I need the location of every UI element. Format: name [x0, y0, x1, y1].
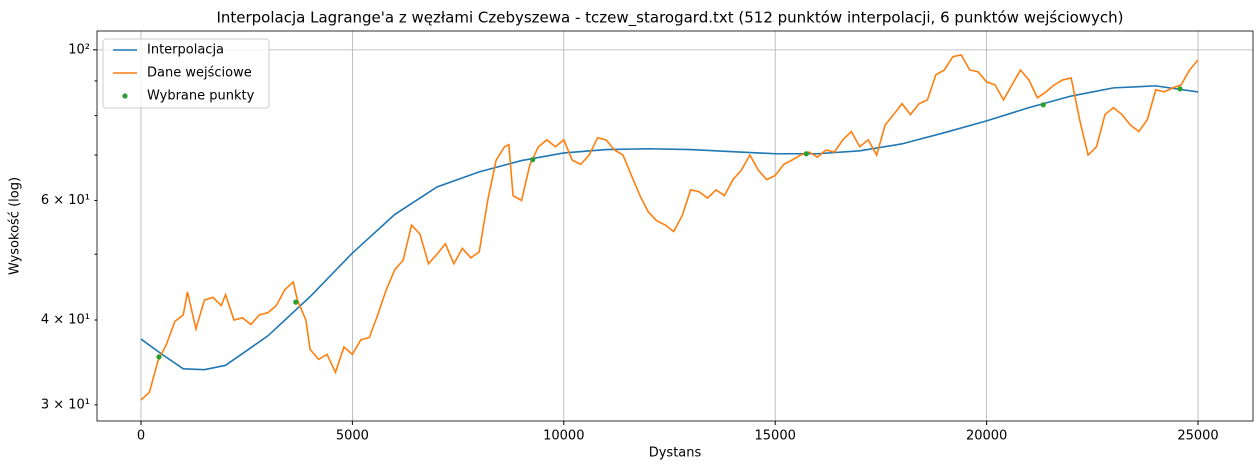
y-axis-label: Wysokość (log)	[8, 177, 23, 275]
x-tick-label: 5000	[336, 429, 369, 444]
point	[803, 151, 809, 157]
y-tick-label: 10²	[68, 42, 90, 57]
legend-box	[102, 38, 270, 109]
series-line	[140, 53, 1199, 401]
x-tick-label: 15000	[755, 429, 796, 444]
series-line	[140, 85, 1199, 371]
y-tick-label: 6 × 10¹	[41, 193, 90, 208]
point	[156, 354, 162, 360]
point	[1040, 102, 1046, 108]
legend-marker	[122, 93, 128, 99]
legend-label: Dane wejściowe	[147, 66, 252, 81]
point	[1177, 86, 1183, 92]
chart-title: Interpolacja Lagrange'a z węzłami Czebys…	[216, 9, 1123, 28]
y-tick-label: 3 × 10¹	[41, 397, 90, 412]
legend-label: Interpolacja	[147, 43, 224, 58]
x-tick-label: 0	[137, 429, 145, 444]
y-tick-label: 4 × 10¹	[41, 313, 90, 328]
point	[530, 157, 536, 163]
legend-label: Wybrane punkty	[147, 89, 255, 104]
x-tick-label: 20000	[966, 429, 1007, 444]
x-axis-label: Dystans	[649, 446, 702, 461]
x-tick-label: 10000	[543, 429, 584, 444]
plot-frame	[96, 30, 1254, 422]
x-tick-label: 25000	[1177, 429, 1218, 444]
point	[293, 299, 299, 305]
